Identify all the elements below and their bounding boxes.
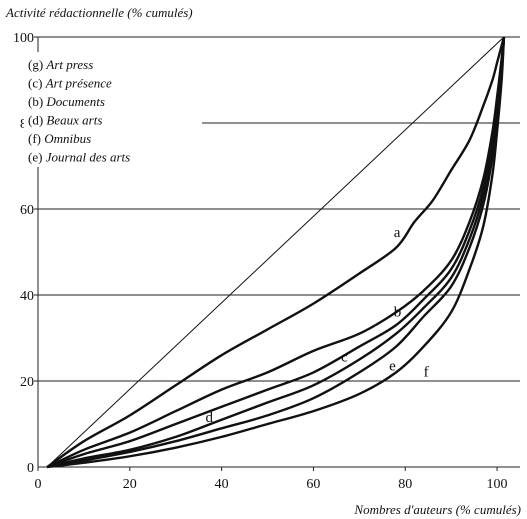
y-tick-label: 0 <box>27 461 34 476</box>
series-label-f: f <box>424 365 429 381</box>
legend-code: (b) <box>28 94 46 109</box>
series-labels: a b c d e f <box>206 225 429 426</box>
legend-entry: (c) Art présence <box>28 76 112 91</box>
y-tick-label: 20 <box>20 375 34 390</box>
series-label-c: c <box>341 350 348 366</box>
legend-name: Omnibus <box>44 131 91 146</box>
series-label-e: e <box>389 358 396 374</box>
series-label-d: d <box>206 410 214 426</box>
legend-entry: (g) Art press <box>28 57 93 72</box>
y-tick-label: 100 <box>13 31 34 46</box>
legend-code: (g) <box>28 57 46 72</box>
series-label-b: b <box>394 305 402 321</box>
legend-name: Journal des arts <box>46 150 131 165</box>
legend-entry: (e) Journal des arts <box>28 150 130 165</box>
diagonal-line <box>46 36 505 468</box>
equality-diagonal <box>46 36 505 468</box>
legend-entry: (b) Documents <box>28 94 105 109</box>
series-line-e <box>46 36 506 469</box>
x-axis-title: Nombres d'auteurs (% cumulés) <box>353 502 521 517</box>
tick-labels: 020406080100020406080100 <box>13 31 508 492</box>
legend-entry: (f) Omnibus <box>28 131 91 146</box>
legend: (g) Art press (c) Art présence (b) Documen… <box>28 57 130 165</box>
y-tick-label: 40 <box>20 289 34 304</box>
series-label-a: a <box>394 225 401 241</box>
x-tick-label: 20 <box>123 477 137 492</box>
series-line-a <box>46 36 506 468</box>
legend-code: (e) <box>28 150 46 165</box>
legend-name: Beaux arts <box>46 113 102 128</box>
legend-code: (c) <box>28 76 46 91</box>
legend-name: Art présence <box>45 76 112 91</box>
legend-code: (d) <box>28 113 46 128</box>
y-axis-title: Activité rédactionnelle (% cumulés) <box>5 5 193 20</box>
legend-code: (f) <box>28 131 44 146</box>
series-line-f <box>47 36 506 469</box>
x-tick-label: 40 <box>215 477 229 492</box>
legend-background <box>24 52 202 167</box>
x-tick-label: 80 <box>398 477 412 492</box>
series-lines <box>46 36 506 469</box>
series-line-c <box>46 36 506 469</box>
x-tick-label: 100 <box>487 477 508 492</box>
legend-name: Art press <box>45 57 93 72</box>
x-tick-label: 0 <box>35 477 42 492</box>
legend-name: Documents <box>45 94 105 109</box>
legend-entry: (d) Beaux arts <box>28 113 102 128</box>
y-tick-label: 60 <box>20 203 34 218</box>
x-tick-label: 60 <box>306 477 320 492</box>
